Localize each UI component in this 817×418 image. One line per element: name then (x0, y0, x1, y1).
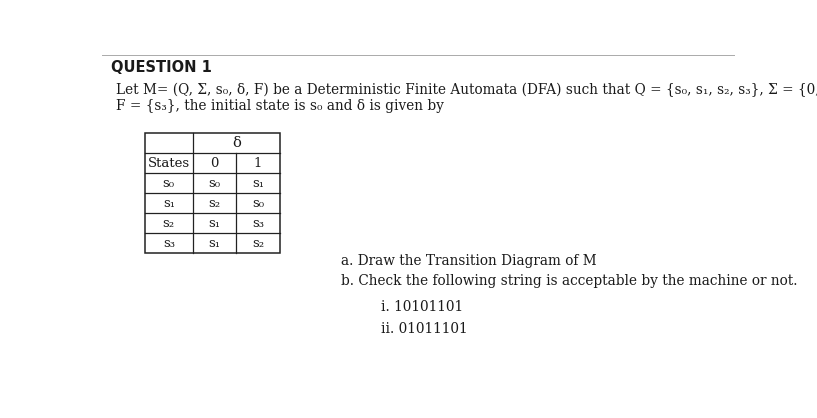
Text: s₁: s₁ (208, 217, 221, 230)
Text: QUESTION 1: QUESTION 1 (111, 60, 212, 74)
Text: 0: 0 (210, 157, 219, 170)
Text: 1: 1 (254, 157, 262, 170)
Text: s₂: s₂ (252, 237, 264, 250)
Text: s₁: s₁ (163, 197, 175, 210)
Text: s₂: s₂ (208, 197, 221, 210)
Text: b. Check the following string is acceptable by the machine or not.: b. Check the following string is accepta… (341, 274, 797, 288)
Text: s₀: s₀ (163, 177, 175, 190)
Text: s₁: s₁ (252, 177, 264, 190)
Text: δ: δ (232, 136, 241, 150)
Text: i. 10101101: i. 10101101 (381, 300, 463, 314)
Text: s₀: s₀ (208, 177, 221, 190)
Text: ii. 01011101: ii. 01011101 (381, 322, 468, 336)
Text: s₃: s₃ (252, 217, 264, 230)
Text: s₁: s₁ (208, 237, 221, 250)
Text: Let M= (Q, Σ, s₀, δ, F) be a Deterministic Finite Automata (DFA) such that Q = {: Let M= (Q, Σ, s₀, δ, F) be a Determinist… (116, 83, 817, 97)
Text: s₂: s₂ (163, 217, 175, 230)
Bar (145, 133, 279, 253)
Text: F = {s₃}, the initial state is s₀ and δ is given by: F = {s₃}, the initial state is s₀ and δ … (116, 99, 444, 112)
Text: States: States (148, 157, 190, 170)
Text: a. Draw the Transition Diagram of M: a. Draw the Transition Diagram of M (341, 254, 596, 268)
Text: s₀: s₀ (252, 197, 264, 210)
Text: s₃: s₃ (163, 237, 175, 250)
